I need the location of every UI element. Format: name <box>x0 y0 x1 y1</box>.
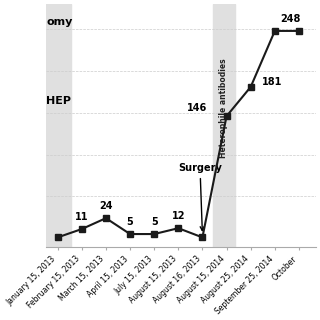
Text: 5: 5 <box>127 217 133 227</box>
Text: 11: 11 <box>75 212 89 222</box>
Bar <box>213 4 235 247</box>
Text: omy: omy <box>46 17 72 27</box>
Text: 24: 24 <box>99 201 113 211</box>
Text: 5: 5 <box>151 217 157 227</box>
Text: HEP: HEP <box>46 96 71 106</box>
Bar <box>45 4 71 247</box>
Text: Heterophile antibodies: Heterophile antibodies <box>219 59 228 158</box>
Text: 12: 12 <box>172 211 185 221</box>
Text: 146: 146 <box>187 103 207 113</box>
Text: 248: 248 <box>280 14 301 24</box>
Text: 181: 181 <box>262 77 282 87</box>
Text: Surgery: Surgery <box>178 163 222 230</box>
